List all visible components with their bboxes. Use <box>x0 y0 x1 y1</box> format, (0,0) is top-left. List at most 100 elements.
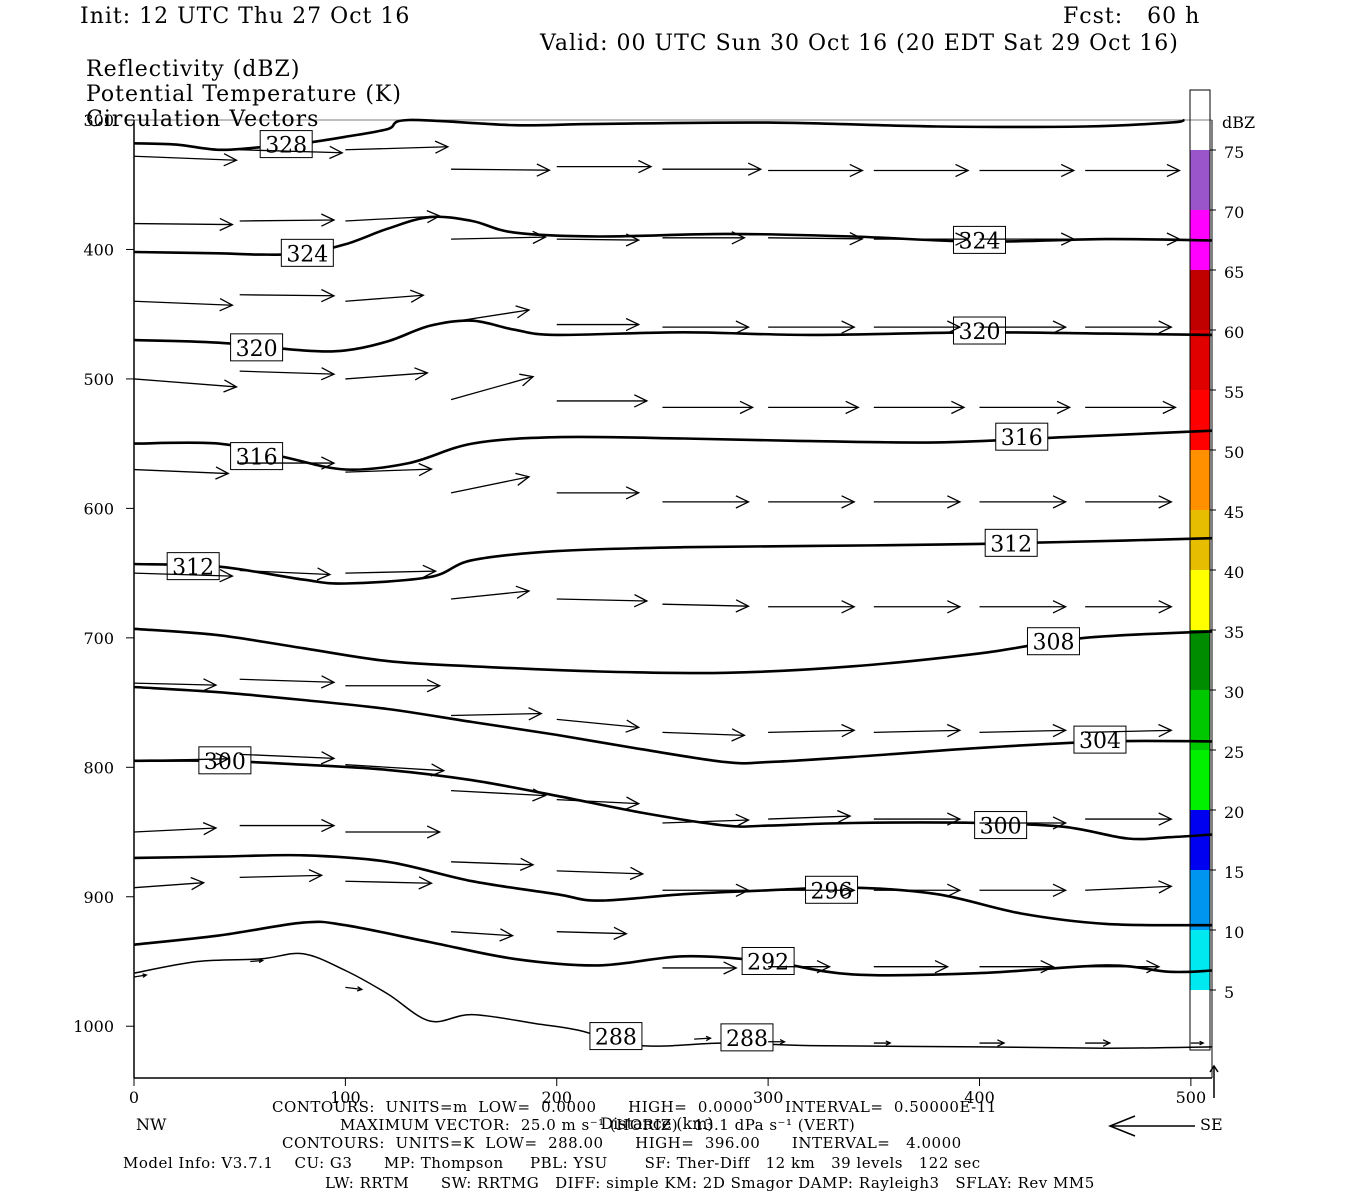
y-tick-label: 500 <box>83 370 114 389</box>
circulation-vector <box>768 163 864 178</box>
vector-head <box>142 973 148 978</box>
circulation-vector <box>768 400 860 415</box>
colorbar-label: 55 <box>1224 383 1244 402</box>
vector-head <box>308 869 324 883</box>
circulation-vector <box>979 1039 1006 1047</box>
vector-shaft <box>133 155 237 161</box>
circulation-vector <box>662 320 750 334</box>
contour-288 <box>133 952 1213 1049</box>
footer-model-info: Model Info: V3.7.1 CU: G3 MP: Thompson P… <box>123 1154 981 1172</box>
circulation-vector <box>133 153 239 167</box>
circulation-vectors <box>133 140 1205 1047</box>
vector-shaft <box>345 294 424 302</box>
circulation-vector <box>873 600 962 614</box>
vector-shaft <box>662 819 749 824</box>
vector-shaft <box>345 986 362 991</box>
vector-head <box>849 163 864 178</box>
circulation-vector <box>1085 320 1173 334</box>
circulation-vector <box>239 567 332 581</box>
vector-head <box>735 813 750 828</box>
circulation-vector <box>979 320 1068 334</box>
vector-head <box>1102 1039 1112 1047</box>
vector-head <box>841 320 856 334</box>
vector-head <box>409 289 425 303</box>
vector-head <box>997 1039 1006 1047</box>
vector-shaft <box>768 729 855 733</box>
vector-head <box>426 825 442 839</box>
vector-shaft <box>133 758 229 762</box>
circulation-vector <box>662 162 763 176</box>
vector-head <box>1052 723 1068 738</box>
vector-shaft <box>133 572 233 577</box>
circulation-vector <box>873 812 962 826</box>
circulation-vector <box>873 400 966 415</box>
circulation-vector <box>345 763 446 777</box>
circulation-vector <box>768 723 856 738</box>
vector-head <box>190 876 206 891</box>
theta-contours: 328 324 324 320 320 316 316 312 312 308 304 300 300 2… <box>133 118 1213 1052</box>
circulation-vector <box>979 883 1068 897</box>
circulation-vector <box>1085 723 1173 738</box>
vector-head <box>625 719 641 733</box>
contour-label-box <box>995 422 1049 451</box>
contour-308 <box>133 627 1213 675</box>
y-tick-label: 400 <box>83 240 114 259</box>
field-label-reflectivity: Reflectivity (dBZ) <box>86 57 301 82</box>
vector-head <box>625 486 641 500</box>
contour-label: 296 <box>811 879 853 904</box>
vector-head <box>532 230 547 245</box>
vector-head <box>202 678 218 692</box>
vector-head <box>320 751 336 765</box>
x-tick-label: 0 <box>129 1088 139 1107</box>
colorbar-bin-5 <box>1190 690 1210 750</box>
circulation-vector <box>133 822 218 836</box>
vector-shaft <box>451 168 550 171</box>
circulation-vector <box>1085 232 1181 246</box>
vector-shaft <box>239 874 322 878</box>
circulation-vector <box>979 232 1076 246</box>
forecast-hour-label: Fcst: 60 h <box>1063 4 1201 29</box>
vector-head <box>841 495 856 509</box>
contour-300 <box>133 759 1213 841</box>
vector-head <box>625 796 641 810</box>
vector-head <box>1158 880 1173 894</box>
contour-label: 324 <box>286 242 328 267</box>
circulation-vector <box>979 400 1072 415</box>
vector-head <box>1158 812 1173 826</box>
vector-head <box>849 232 864 246</box>
vector-head <box>625 317 641 332</box>
vector-shaft <box>133 300 233 306</box>
vector-head <box>845 400 860 415</box>
circulation-vector <box>450 585 531 600</box>
vector-head <box>215 466 230 480</box>
contour-292 <box>133 920 1213 977</box>
vector-head <box>934 960 950 974</box>
vector-head <box>951 400 966 415</box>
colorbar-label: 25 <box>1224 743 1244 762</box>
x-tick-label: 300 <box>753 1088 784 1107</box>
vector-head <box>356 986 364 992</box>
vector-head <box>837 809 852 824</box>
vector-head <box>422 564 438 579</box>
vector-shaft <box>133 827 217 833</box>
circulation-vector <box>556 796 641 810</box>
contour-320 <box>133 319 1213 353</box>
vector-head <box>223 379 238 393</box>
contour-label: 316 <box>236 446 278 471</box>
vector-head <box>841 600 856 614</box>
circulation-vector <box>450 472 531 494</box>
vector-shaft <box>451 712 542 717</box>
contour-label-box <box>952 316 1006 345</box>
colorbar-bin-8 <box>1190 510 1210 570</box>
contour-label: 320 <box>958 320 1000 345</box>
right-endpoint-label: SE <box>1200 1115 1223 1134</box>
vector-head <box>532 788 547 802</box>
colorbar-label: 40 <box>1224 563 1244 582</box>
vector-head <box>1052 816 1068 830</box>
circulation-vector <box>873 723 962 738</box>
circulation-vector <box>451 707 543 721</box>
colorbar-bin-9 <box>1190 450 1210 510</box>
circulation-vector <box>662 813 750 828</box>
vector-shaft <box>345 146 448 151</box>
